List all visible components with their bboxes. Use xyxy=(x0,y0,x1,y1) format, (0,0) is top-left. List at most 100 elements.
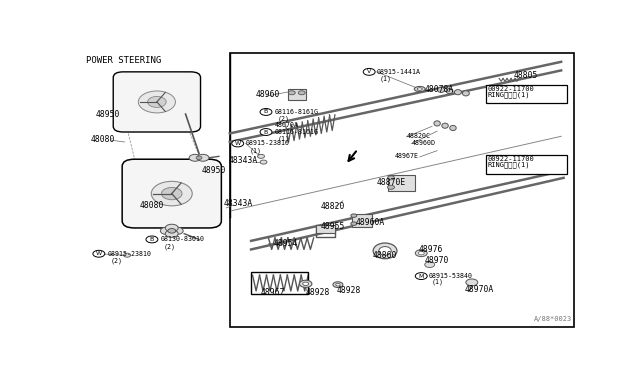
Ellipse shape xyxy=(434,121,440,126)
Bar xyxy=(352,214,372,227)
Text: (2): (2) xyxy=(111,258,123,264)
Circle shape xyxy=(170,227,183,235)
Text: 48976: 48976 xyxy=(419,245,443,254)
Text: 48870E: 48870E xyxy=(376,178,406,187)
Text: B: B xyxy=(150,237,154,242)
Text: 08116-8161G: 08116-8161G xyxy=(275,129,319,135)
Ellipse shape xyxy=(463,91,469,96)
Circle shape xyxy=(165,230,178,237)
Text: 48967E: 48967E xyxy=(395,153,419,159)
Text: 48070A: 48070A xyxy=(275,122,298,128)
Ellipse shape xyxy=(280,121,286,123)
Bar xyxy=(486,155,566,173)
Text: 48967: 48967 xyxy=(261,288,285,297)
Text: 48954: 48954 xyxy=(273,239,298,248)
Text: 48960A: 48960A xyxy=(355,218,385,227)
Text: 48820: 48820 xyxy=(321,202,345,211)
Text: 48080: 48080 xyxy=(91,135,115,144)
Ellipse shape xyxy=(438,87,445,93)
Circle shape xyxy=(260,160,267,164)
Ellipse shape xyxy=(446,89,453,94)
Circle shape xyxy=(257,154,264,158)
Text: B: B xyxy=(264,129,268,135)
Circle shape xyxy=(232,140,244,147)
Text: RINGリング(1): RINGリング(1) xyxy=(488,92,530,98)
Circle shape xyxy=(388,176,394,180)
Text: (1): (1) xyxy=(380,75,392,82)
Text: 48970: 48970 xyxy=(425,256,449,265)
Bar xyxy=(288,89,306,100)
Text: (1): (1) xyxy=(431,279,444,285)
Ellipse shape xyxy=(336,283,340,286)
Ellipse shape xyxy=(450,125,456,131)
Circle shape xyxy=(425,262,435,267)
Ellipse shape xyxy=(300,280,312,288)
Text: 08915-23810: 08915-23810 xyxy=(108,251,151,257)
Text: (1): (1) xyxy=(249,147,261,154)
Text: 48820C: 48820C xyxy=(406,133,430,139)
Text: 48860: 48860 xyxy=(372,251,397,260)
Text: W: W xyxy=(235,141,241,146)
Circle shape xyxy=(197,154,209,161)
Circle shape xyxy=(415,273,428,279)
Ellipse shape xyxy=(333,282,343,288)
Text: 00922-11700: 00922-11700 xyxy=(488,156,534,162)
Circle shape xyxy=(466,279,478,286)
Circle shape xyxy=(93,250,105,257)
Circle shape xyxy=(419,251,424,255)
Ellipse shape xyxy=(379,247,391,255)
Text: B: B xyxy=(264,109,268,115)
Ellipse shape xyxy=(417,88,422,90)
Ellipse shape xyxy=(373,243,397,259)
Circle shape xyxy=(298,91,305,95)
Text: (1): (1) xyxy=(278,135,290,142)
Text: POWER STEERING: POWER STEERING xyxy=(86,56,161,65)
Circle shape xyxy=(196,156,202,160)
Circle shape xyxy=(289,91,295,95)
Text: W: W xyxy=(96,251,102,256)
Text: 48950: 48950 xyxy=(96,110,120,119)
Text: 48080: 48080 xyxy=(140,201,164,209)
Ellipse shape xyxy=(414,86,425,92)
Circle shape xyxy=(146,236,158,243)
Circle shape xyxy=(124,253,131,257)
Text: 00922-11700: 00922-11700 xyxy=(488,86,534,92)
Text: 48960: 48960 xyxy=(256,90,280,99)
Circle shape xyxy=(415,250,428,257)
Bar xyxy=(388,175,415,191)
Text: M: M xyxy=(419,273,424,279)
Text: 08915-23810: 08915-23810 xyxy=(246,141,290,147)
Circle shape xyxy=(161,227,173,235)
Bar xyxy=(486,85,566,103)
Ellipse shape xyxy=(442,123,448,128)
Text: 48960D: 48960D xyxy=(412,140,435,145)
Text: 48950: 48950 xyxy=(202,166,226,175)
Ellipse shape xyxy=(148,96,166,108)
Text: (2): (2) xyxy=(278,115,290,122)
Circle shape xyxy=(364,68,375,75)
Circle shape xyxy=(260,129,272,135)
Text: RINGリング(1): RINGリング(1) xyxy=(488,162,530,168)
Bar xyxy=(230,53,573,327)
Text: 48970A: 48970A xyxy=(465,285,493,294)
FancyBboxPatch shape xyxy=(122,159,221,228)
Ellipse shape xyxy=(454,90,461,95)
Text: 48928: 48928 xyxy=(306,288,330,297)
Text: 48078A: 48078A xyxy=(425,86,454,94)
Bar xyxy=(316,225,335,232)
Circle shape xyxy=(189,154,201,161)
Circle shape xyxy=(351,214,356,217)
Text: 08915-53840: 08915-53840 xyxy=(428,273,472,279)
FancyBboxPatch shape xyxy=(113,72,200,132)
Text: 08130-83010: 08130-83010 xyxy=(161,237,204,243)
Text: 48805: 48805 xyxy=(514,71,538,80)
Circle shape xyxy=(168,228,176,233)
Ellipse shape xyxy=(303,282,308,286)
Text: 48928: 48928 xyxy=(337,286,362,295)
Ellipse shape xyxy=(151,181,192,206)
Text: 48343A: 48343A xyxy=(229,156,258,165)
Circle shape xyxy=(388,185,394,189)
Text: 08116-8161G: 08116-8161G xyxy=(275,109,319,115)
Text: 48343A: 48343A xyxy=(224,199,253,208)
Text: A/88*0023: A/88*0023 xyxy=(534,316,572,322)
